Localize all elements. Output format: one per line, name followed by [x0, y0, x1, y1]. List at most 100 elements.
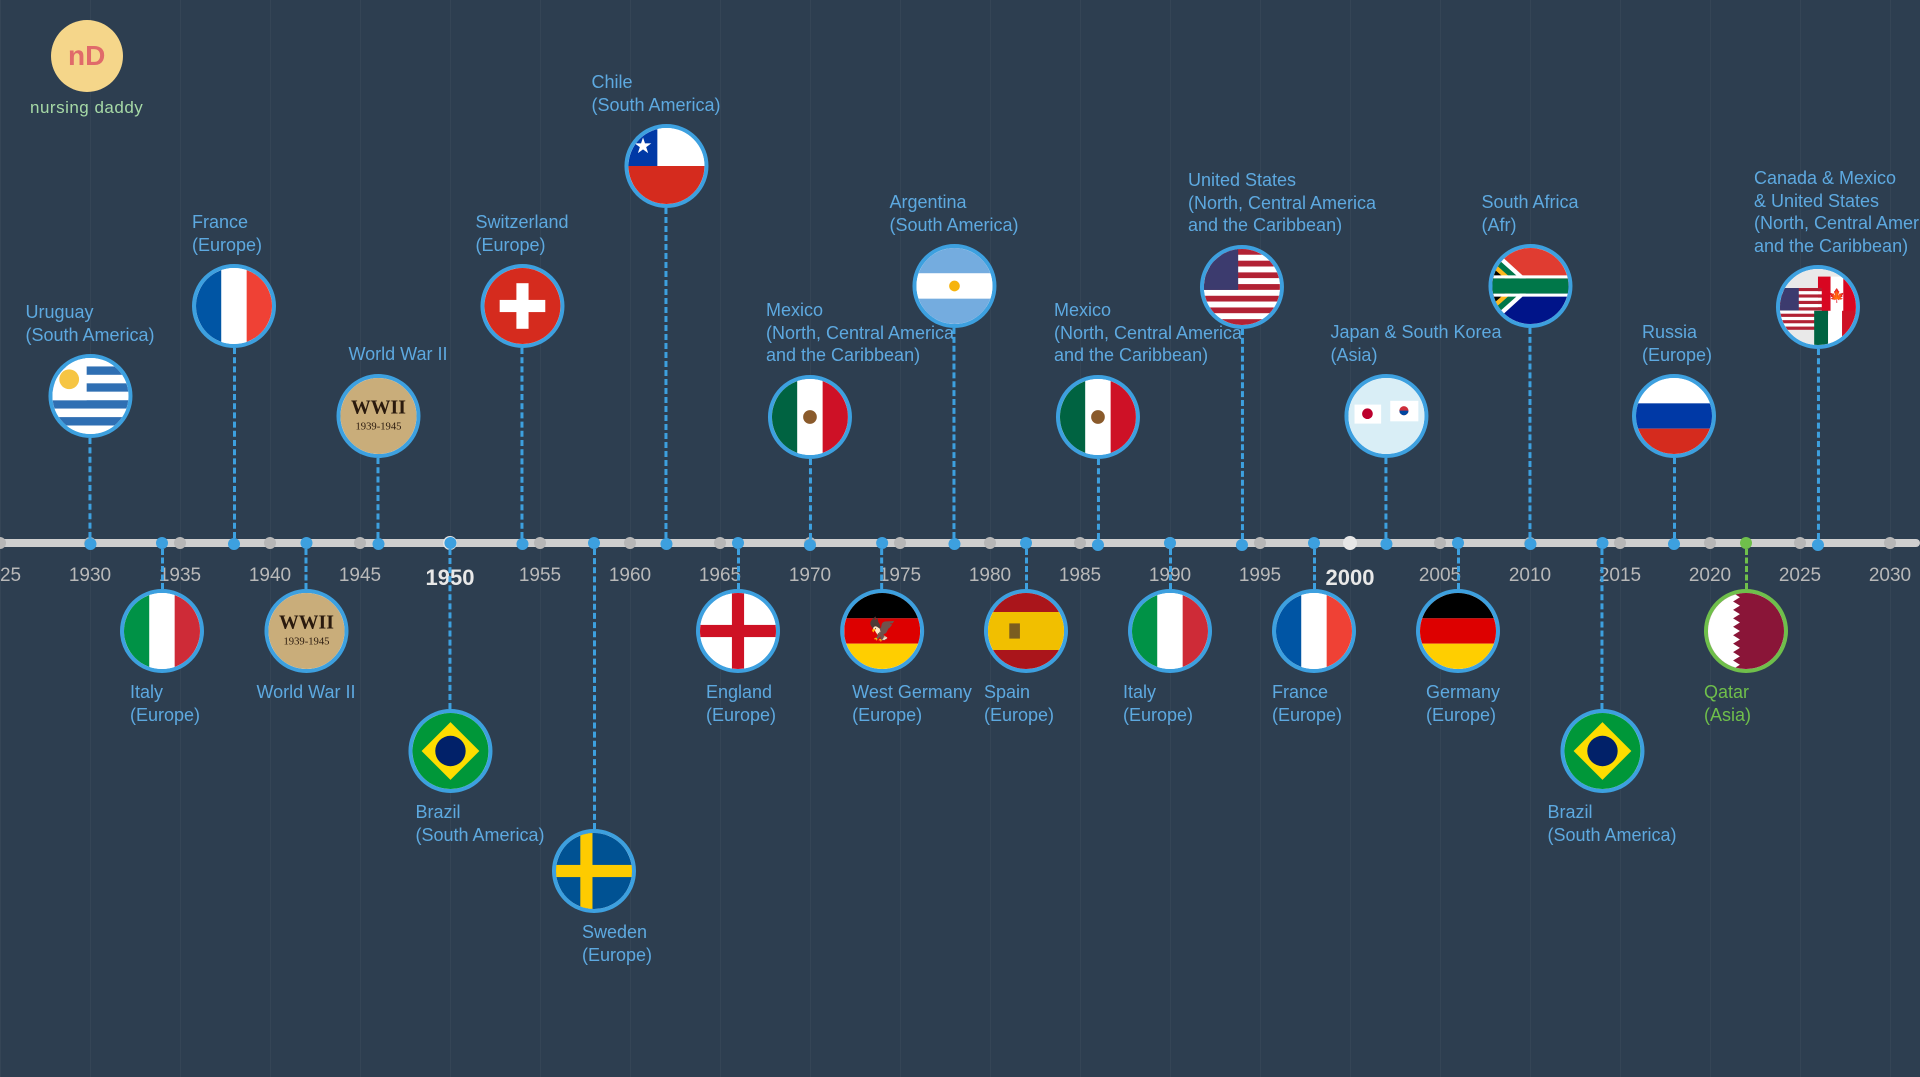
event-label: Argentina (South America)	[889, 191, 1018, 236]
event-label: Japan & South Korea (Asia)	[1330, 321, 1501, 366]
event-dot	[1092, 539, 1104, 551]
event-dot	[156, 537, 168, 549]
svg-text:🦅: 🦅	[868, 615, 896, 642]
event-1974-germany-eagle: West Germany (Europe)🦅	[822, 537, 942, 726]
event-dot	[876, 537, 888, 549]
connector	[1529, 328, 1532, 538]
flag-italy-icon	[1128, 589, 1212, 673]
connector	[593, 549, 596, 829]
connector	[737, 549, 740, 589]
flag-uruguay-icon	[48, 354, 132, 438]
event-2010-south-africa: South Africa (Afr)	[1481, 191, 1578, 550]
flag-brazil-icon	[1560, 709, 1644, 793]
connector	[1313, 549, 1316, 589]
flag-switzerland-icon	[480, 264, 564, 348]
event-2026-can-mex-usa: Canada & Mexico & United States (North, …	[1724, 167, 1912, 551]
event-2014-brazil: Brazil (South America)	[1537, 537, 1666, 846]
event-dot	[1596, 537, 1608, 549]
flag-mexico-icon	[1056, 375, 1140, 459]
connector	[1457, 549, 1460, 589]
event-label: Italy (Europe)	[130, 681, 200, 726]
event-1990-italy: Italy (Europe)	[1128, 537, 1212, 726]
event-label: Spain (Europe)	[984, 681, 1054, 726]
event-1946-wwii: World War IIWWII1939-1945	[328, 343, 427, 550]
event-label: France (Europe)	[1272, 681, 1342, 726]
event-label: Uruguay (South America)	[25, 301, 154, 346]
connector	[1385, 458, 1388, 538]
event-1938-france: France (Europe)	[192, 211, 276, 550]
connector	[304, 549, 307, 589]
event-dot	[1812, 539, 1824, 551]
connector	[1025, 549, 1028, 589]
event-1958-sweden: Sweden (Europe)	[552, 537, 636, 966]
event-dot	[660, 538, 672, 550]
connector	[1673, 458, 1676, 538]
event-label: Switzerland (Europe)	[475, 211, 568, 256]
event-label: Qatar (Asia)	[1704, 681, 1751, 726]
event-label: England (Europe)	[706, 681, 776, 726]
event-label: West Germany (Europe)	[852, 681, 972, 726]
connector	[1169, 549, 1172, 589]
flag-qatar-icon	[1704, 589, 1788, 673]
event-1934-italy: Italy (Europe)	[120, 537, 204, 726]
event-1966-england: England (Europe)	[696, 537, 780, 726]
event-label: United States (North, Central America an…	[1188, 169, 1376, 237]
connector	[1817, 349, 1820, 539]
event-label: Italy (Europe)	[1123, 681, 1193, 726]
flag-france-icon	[1272, 589, 1356, 673]
svg-text:1939-1945: 1939-1945	[283, 637, 329, 648]
event-1954-switzerland: Switzerland (Europe)	[475, 211, 568, 550]
flag-germany-icon	[1416, 589, 1500, 673]
connector	[809, 459, 812, 539]
event-dot	[1452, 537, 1464, 549]
logo-icon: nD	[51, 20, 123, 92]
event-dot	[1524, 538, 1536, 550]
year-label-2030: 2030	[1869, 565, 1911, 587]
event-2022-qatar: Qatar (Asia)	[1704, 537, 1788, 726]
flag-italy-icon	[120, 589, 204, 673]
event-label: Brazil (South America)	[1547, 801, 1676, 846]
connector	[1745, 549, 1748, 589]
flag-germany-eagle-icon: 🦅	[840, 589, 924, 673]
flag-usa-icon	[1200, 245, 1284, 329]
event-dot	[1380, 538, 1392, 550]
event-label: Germany (Europe)	[1426, 681, 1500, 726]
event-1978-argentina: Argentina (South America)	[889, 191, 1018, 550]
event-label: Chile (South America)	[591, 71, 720, 116]
event-2002-jp-kr: Japan & South Korea (Asia)	[1300, 321, 1471, 550]
flag-argentina-icon	[912, 244, 996, 328]
flag-jp-kr-icon	[1344, 374, 1428, 458]
event-2006-germany: Germany (Europe)	[1416, 537, 1500, 726]
svg-text:1939-1945: 1939-1945	[355, 421, 401, 432]
event-dot	[300, 537, 312, 549]
event-label: World War II	[348, 343, 447, 366]
svg-text:🍁: 🍁	[1829, 287, 1846, 303]
connector	[1241, 329, 1244, 539]
event-dot	[444, 537, 456, 549]
event-label: South Africa (Afr)	[1481, 191, 1578, 236]
logo-text: nursing daddy	[30, 98, 143, 118]
event-dot	[948, 538, 960, 550]
event-dot	[1236, 539, 1248, 551]
event-2018-russia: Russia (Europe)	[1632, 321, 1716, 550]
event-1970-mexico: Mexico (North, Central America and the C…	[716, 299, 904, 551]
connector	[880, 549, 883, 589]
year-label-1925: 1925	[0, 565, 21, 587]
connector	[89, 438, 92, 538]
event-1950-brazil: Brazil (South America)	[385, 537, 514, 846]
event-1998-france: France (Europe)	[1272, 537, 1356, 726]
connector	[449, 549, 452, 709]
event-dot	[588, 537, 600, 549]
svg-text:WWII: WWII	[279, 612, 334, 634]
flag-england-icon	[696, 589, 780, 673]
connector	[953, 328, 956, 538]
connector	[233, 348, 236, 538]
event-1942-wwii: World War IIWWII1939-1945	[256, 537, 355, 704]
connector	[1601, 549, 1604, 709]
flag-france-icon	[192, 264, 276, 348]
event-dot	[516, 538, 528, 550]
connector	[376, 458, 379, 538]
connector	[520, 348, 523, 538]
flag-spain-icon	[984, 589, 1068, 673]
connector	[161, 549, 164, 589]
